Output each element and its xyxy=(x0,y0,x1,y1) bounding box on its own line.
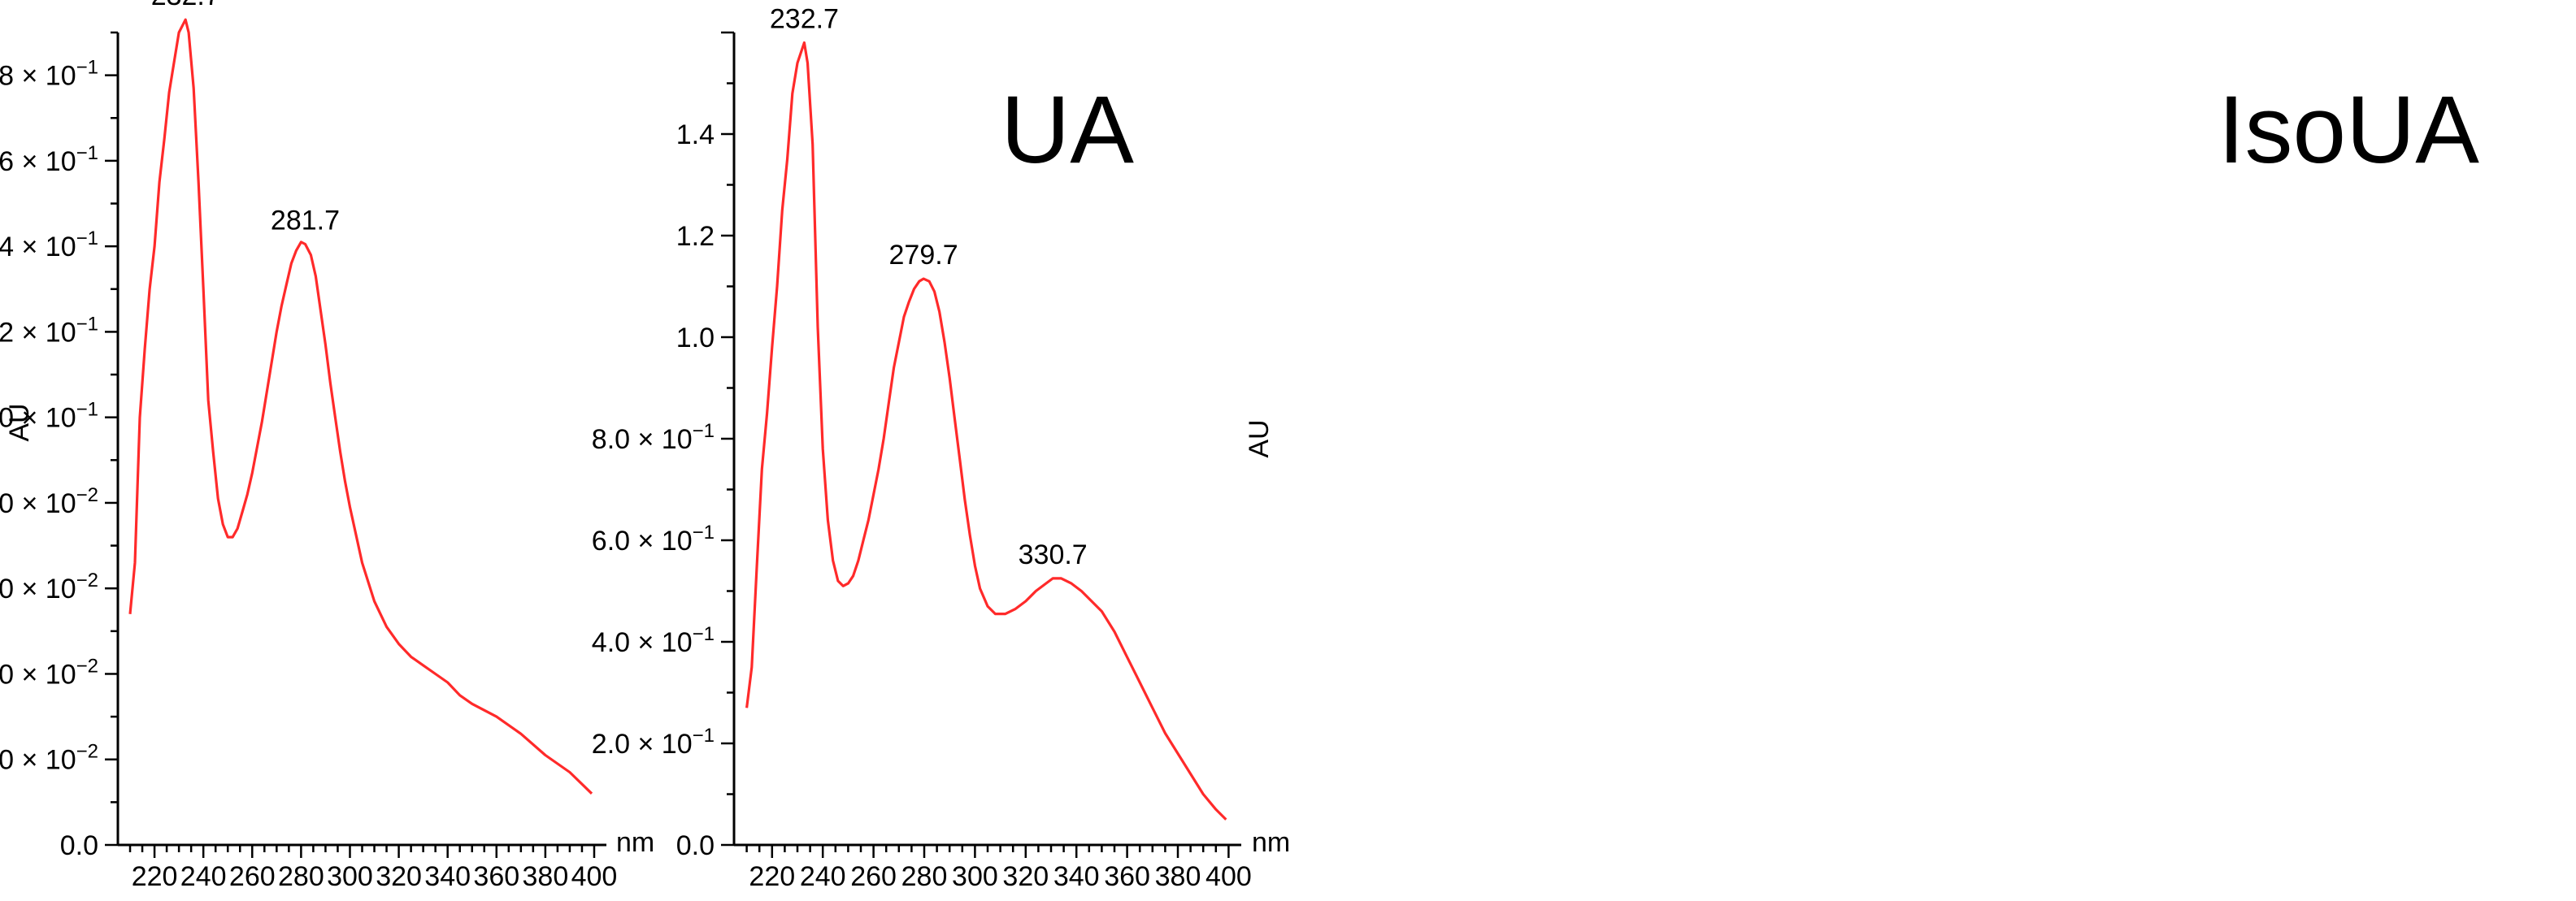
y-axis-title: AU xyxy=(4,403,35,441)
y-tick-exponent: −2 xyxy=(76,741,98,763)
peak-label: 281.7 xyxy=(271,206,340,236)
y-tick-exponent: −1 xyxy=(76,57,98,79)
x-tick-label: 300 xyxy=(327,861,373,892)
x-tick-label: 360 xyxy=(1104,861,1150,892)
y-tick-exponent: −2 xyxy=(76,484,98,506)
y-tick-mantissa: 2.0 × 10 xyxy=(592,729,693,760)
y-tick-label: 1.4 × 10−1 xyxy=(0,227,98,262)
peak-label: 232.7 xyxy=(770,4,839,35)
x-tick-label: 280 xyxy=(901,861,948,892)
y-tick-label: 1.2 xyxy=(676,221,715,252)
y-tick-label: 2.0 × 10−1 xyxy=(592,725,715,760)
spectrum-line xyxy=(128,18,593,795)
y-tick-mantissa: 1.0 × 10 xyxy=(0,403,76,434)
y-tick-mantissa: 8.0 × 10 xyxy=(592,424,693,455)
x-tick-label: 300 xyxy=(952,861,998,892)
y-tick-label: 6.0 × 10−1 xyxy=(592,522,715,557)
x-tick-label: 340 xyxy=(424,861,471,892)
y-tick-label: 8.0 × 10−1 xyxy=(592,420,715,455)
x-tick-label: 340 xyxy=(1053,861,1100,892)
x-tick-label: 360 xyxy=(473,861,519,892)
y-tick-mantissa: 1.2 xyxy=(676,221,715,252)
y-tick-exponent: −1 xyxy=(693,623,715,645)
x-tick-label: 220 xyxy=(132,861,178,892)
y-axis-title: AU xyxy=(1244,419,1275,457)
y-tick-label: 8.0 × 10−2 xyxy=(0,484,98,519)
y-tick-mantissa: 1.4 × 10 xyxy=(0,232,76,262)
y-tick-label: 0.0 xyxy=(676,830,715,861)
y-tick-mantissa: 0.0 xyxy=(676,830,715,861)
y-tick-mantissa: 1.4 xyxy=(676,119,715,150)
x-tick-label: 380 xyxy=(523,861,569,892)
y-tick-mantissa: 4.0 × 10 xyxy=(0,659,76,690)
x-tick-label: 400 xyxy=(1205,861,1252,892)
y-tick-exponent: −1 xyxy=(693,725,715,747)
y-tick-mantissa: 8.0 × 10 xyxy=(0,488,76,519)
y-tick-mantissa: 6.0 × 10 xyxy=(0,574,76,604)
x-axis-unit: nm xyxy=(616,827,654,858)
panel-title: IsoUA xyxy=(2218,76,2480,184)
y-tick-exponent: −2 xyxy=(76,655,98,677)
y-tick-exponent: −1 xyxy=(76,313,98,335)
x-tick-label: 220 xyxy=(749,861,795,892)
peak-label: 330.7 xyxy=(1019,539,1088,570)
y-tick-exponent: −2 xyxy=(76,570,98,591)
y-tick-label: 2.0 × 10−2 xyxy=(0,741,98,776)
y-tick-label: 1.0 xyxy=(676,323,715,353)
x-axis-unit: nm xyxy=(1252,827,1290,858)
y-tick-mantissa: 1.6 × 10 xyxy=(0,146,76,177)
x-tick-label: 320 xyxy=(1002,861,1049,892)
y-tick-label: 1.6 × 10−1 xyxy=(0,142,98,177)
y-tick-mantissa: 1.2 × 10 xyxy=(0,317,76,348)
x-tick-label: 240 xyxy=(800,861,846,892)
y-tick-exponent: −1 xyxy=(693,522,715,544)
y-tick-mantissa: 1.0 xyxy=(676,323,715,353)
x-tick-label: 240 xyxy=(180,861,227,892)
y-tick-mantissa: 4.0 × 10 xyxy=(592,627,693,658)
y-tick-label: 1.2 × 10−1 xyxy=(0,313,98,348)
y-tick-exponent: −1 xyxy=(76,399,98,421)
peak-label: 279.7 xyxy=(889,240,958,271)
y-tick-label: 6.0 × 10−2 xyxy=(0,570,98,604)
x-tick-label: 380 xyxy=(1155,861,1201,892)
spectrum-line xyxy=(745,41,1227,821)
y-tick-label: 4.0 × 10−2 xyxy=(0,655,98,690)
y-tick-mantissa: 1.8 × 10 xyxy=(0,61,76,92)
x-tick-label: 280 xyxy=(278,861,324,892)
peak-label: 232.7 xyxy=(151,0,220,11)
y-tick-label: 0.0 xyxy=(60,830,98,861)
y-tick-mantissa: 2.0 × 10 xyxy=(0,745,76,776)
panel-title: UA xyxy=(1001,76,1134,184)
x-tick-label: 260 xyxy=(850,861,897,892)
y-tick-mantissa: 6.0 × 10 xyxy=(592,526,693,557)
y-tick-mantissa: 0.0 xyxy=(60,830,98,861)
y-tick-label: 1.0 × 10−1 xyxy=(0,399,98,434)
y-tick-exponent: −1 xyxy=(693,420,715,442)
y-tick-exponent: −1 xyxy=(76,227,98,249)
y-tick-exponent: −1 xyxy=(76,142,98,164)
x-tick-label: 400 xyxy=(571,861,618,892)
y-tick-label: 1.8 × 10−1 xyxy=(0,57,98,92)
x-tick-label: 320 xyxy=(376,861,422,892)
y-tick-label: 4.0 × 10−1 xyxy=(592,623,715,658)
x-tick-label: 260 xyxy=(229,861,276,892)
y-tick-label: 1.4 xyxy=(676,119,715,150)
